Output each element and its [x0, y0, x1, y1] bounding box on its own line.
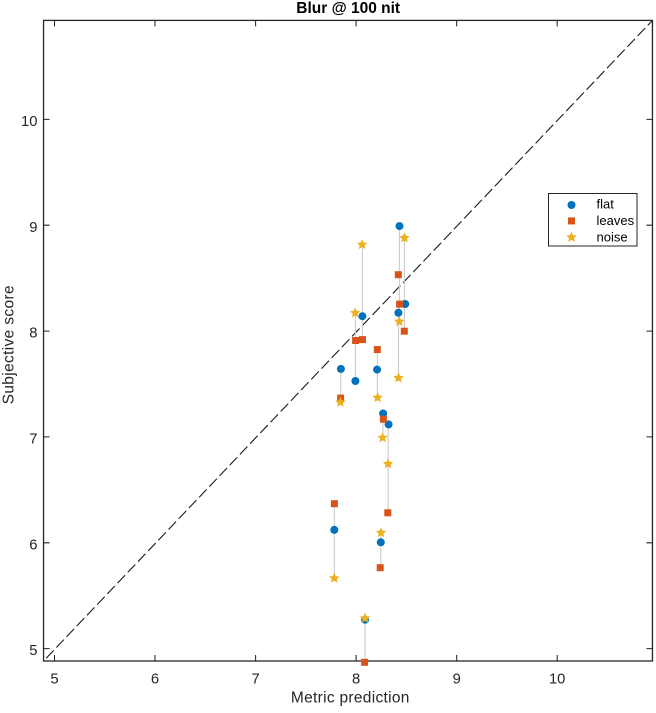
- svg-text:flat: flat: [597, 197, 615, 212]
- svg-text:Subjective score: Subjective score: [1, 285, 18, 404]
- svg-text:10: 10: [21, 114, 37, 130]
- svg-text:5: 5: [50, 671, 58, 687]
- svg-text:leaves: leaves: [597, 213, 635, 228]
- svg-text:5: 5: [29, 643, 37, 659]
- svg-text:Metric prediction: Metric prediction: [291, 689, 410, 706]
- svg-text:8: 8: [352, 671, 360, 687]
- svg-text:noise: noise: [597, 229, 628, 244]
- svg-text:Blur @ 100 nit: Blur @ 100 nit: [296, 0, 400, 17]
- svg-text:9: 9: [453, 671, 461, 687]
- svg-text:6: 6: [29, 537, 37, 553]
- svg-text:9: 9: [29, 220, 37, 236]
- svg-text:7: 7: [251, 671, 259, 687]
- svg-text:6: 6: [151, 671, 159, 687]
- svg-text:7: 7: [29, 432, 37, 448]
- svg-text:8: 8: [29, 326, 37, 342]
- svg-text:10: 10: [549, 671, 565, 687]
